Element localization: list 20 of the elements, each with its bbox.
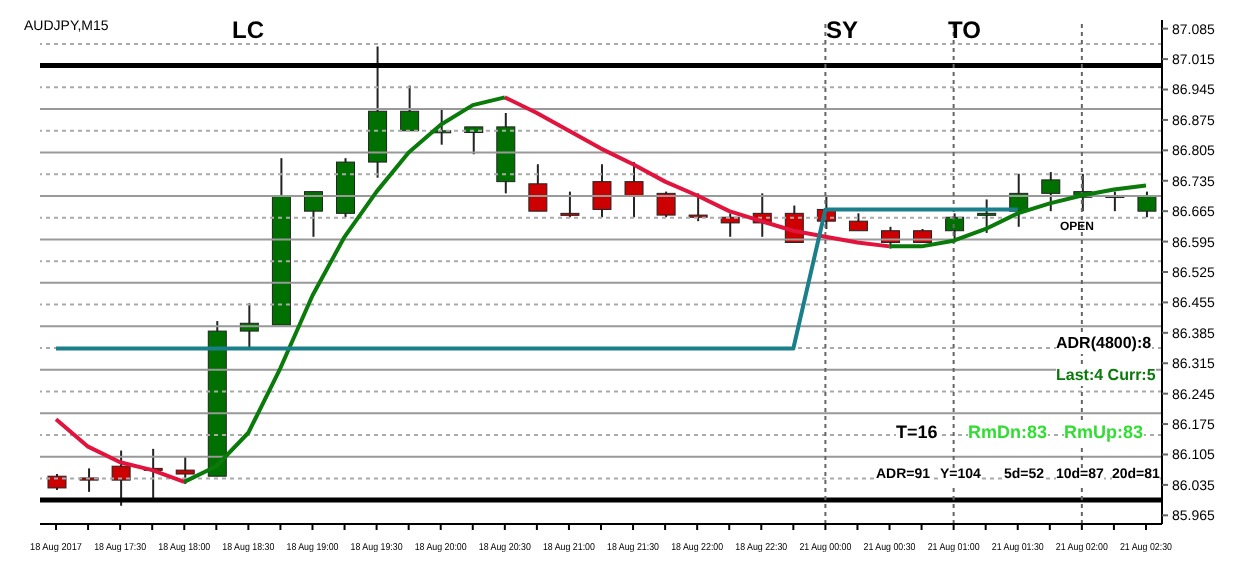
candlestick xyxy=(656,190,676,219)
annotation: RmUp:83 xyxy=(1064,422,1144,444)
candlestick xyxy=(111,449,131,507)
annotation: ADR(4800):8 xyxy=(1056,334,1152,354)
candlestick xyxy=(688,192,708,223)
annotation: SY xyxy=(826,16,859,45)
candlestick xyxy=(400,84,420,132)
annotation: T=16 xyxy=(896,422,938,444)
candlestick xyxy=(1041,171,1061,213)
annotation: RmDn:83 xyxy=(968,422,1048,444)
annotation: TO xyxy=(948,16,981,45)
candlestick xyxy=(175,455,195,486)
annotation: Last:4 Curr:5 xyxy=(1056,366,1156,386)
candlestick xyxy=(560,190,580,219)
candlestick xyxy=(977,198,997,234)
candlestick xyxy=(528,163,548,213)
candlestick xyxy=(79,467,99,493)
candlestick xyxy=(592,163,612,219)
annotation: LC xyxy=(232,16,264,45)
candlestick xyxy=(624,161,644,219)
